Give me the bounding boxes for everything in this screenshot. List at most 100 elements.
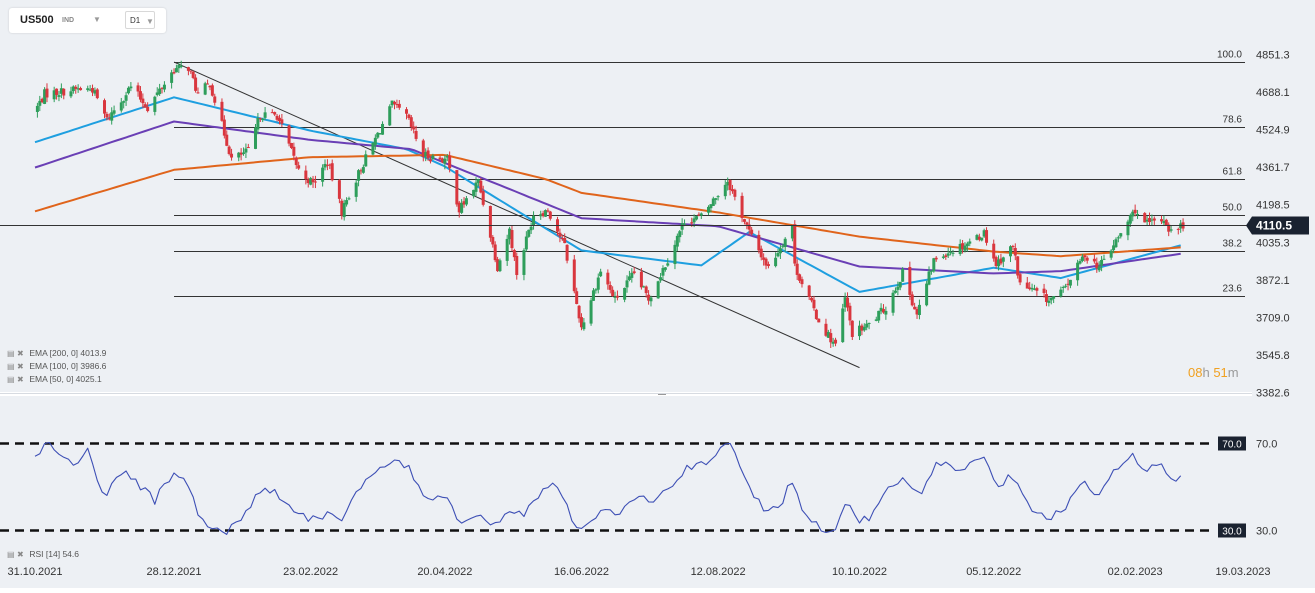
candle (812, 295, 816, 311)
candle (678, 229, 682, 243)
candle (237, 151, 241, 162)
candle (292, 142, 296, 161)
candle (639, 267, 643, 290)
candle (932, 257, 936, 273)
settings-icon[interactable]: ▤ (7, 375, 15, 384)
candle (208, 85, 212, 91)
symbol-dropdown-icon[interactable]: ▼ (93, 15, 101, 24)
candle (565, 244, 569, 264)
timeframe-select[interactable]: D1 ▼ (125, 11, 155, 29)
candle (491, 235, 495, 248)
candle (874, 316, 878, 322)
candle (898, 281, 902, 291)
candle (524, 231, 528, 252)
close-icon[interactable]: ✖ (17, 362, 24, 371)
candle (846, 292, 850, 312)
candle (527, 229, 531, 238)
candle (1059, 286, 1063, 298)
price-tick-label: 4851.3 (1256, 49, 1290, 61)
candle (1025, 276, 1029, 289)
candle (563, 233, 567, 244)
candle (1030, 283, 1034, 292)
candle (273, 111, 277, 117)
candle (76, 84, 80, 93)
candle (407, 113, 411, 120)
candle (709, 204, 713, 213)
candle (965, 241, 969, 252)
candle (289, 142, 293, 150)
candle (733, 188, 737, 201)
candle (1064, 283, 1068, 289)
candle (577, 304, 581, 323)
date-tick-label: 31.10.2021 (7, 566, 62, 578)
candle (716, 195, 720, 201)
ema-100-line (34, 120, 1181, 275)
candle (711, 196, 715, 207)
candle (625, 275, 629, 293)
candle (474, 177, 478, 197)
candle (155, 87, 159, 97)
candle (488, 205, 492, 242)
candle (191, 70, 195, 80)
candle (448, 151, 452, 173)
candle (143, 102, 147, 108)
candle (239, 148, 243, 161)
candle (675, 233, 679, 251)
countdown-minutes-unit: m (1227, 365, 1239, 380)
price-axis[interactable]: 4851.3 4688.1 4524.9 4361.7 4198.5 4035.3 3872… (1256, 49, 1290, 399)
candle (781, 243, 785, 249)
candle (532, 211, 536, 230)
trendline[interactable] (173, 61, 860, 369)
candle (390, 100, 394, 108)
fibonacci-levels[interactable]: 100.0 78.6 61.8 50.0 38.2 23.6 (174, 50, 1245, 297)
candle (697, 212, 701, 217)
candle (222, 115, 226, 139)
candle (762, 253, 766, 266)
candle (1080, 253, 1084, 263)
rsi-level-tag (1218, 436, 1246, 451)
candle (1085, 256, 1089, 264)
candle (347, 196, 351, 201)
candle (649, 295, 653, 307)
candle (572, 254, 576, 294)
candle (220, 98, 224, 122)
candle (457, 200, 461, 218)
candle (1102, 254, 1106, 260)
close-icon[interactable]: ✖ (17, 375, 24, 384)
candle (146, 102, 150, 113)
candle (891, 289, 895, 316)
settings-icon[interactable]: ▤ (7, 362, 15, 371)
candle (790, 225, 794, 242)
candle (1018, 272, 1022, 286)
candle (371, 141, 375, 156)
rsi-line (34, 441, 1182, 535)
candle (1126, 219, 1130, 241)
candle (1162, 215, 1166, 226)
candle (879, 303, 883, 315)
candle (258, 117, 262, 122)
candle (309, 176, 313, 186)
candle (294, 156, 298, 169)
candle (548, 210, 552, 221)
close-icon[interactable]: ✖ (17, 349, 24, 358)
candle (575, 287, 579, 305)
candle (69, 86, 73, 99)
settings-icon[interactable]: ▤ (7, 550, 15, 559)
candle (103, 98, 107, 119)
candle (1109, 249, 1113, 260)
candle (841, 303, 845, 343)
candle (1076, 259, 1080, 286)
settings-icon[interactable]: ▤ (7, 349, 15, 358)
candle (862, 323, 866, 332)
close-icon[interactable]: ✖ (17, 550, 24, 559)
candle (1148, 212, 1152, 226)
trendline-group[interactable] (173, 61, 860, 369)
candle (246, 143, 250, 149)
candle (666, 258, 670, 267)
time-axis[interactable]: 31.10.2021 28.12.2021 23.02.2022 20.04.2022… (7, 566, 1270, 578)
symbol-label[interactable]: US500 (20, 14, 54, 26)
rsi-group: 70.0 70.0 30.0 30.0 (0, 436, 1277, 538)
candle (1136, 209, 1140, 219)
candle (929, 270, 933, 275)
